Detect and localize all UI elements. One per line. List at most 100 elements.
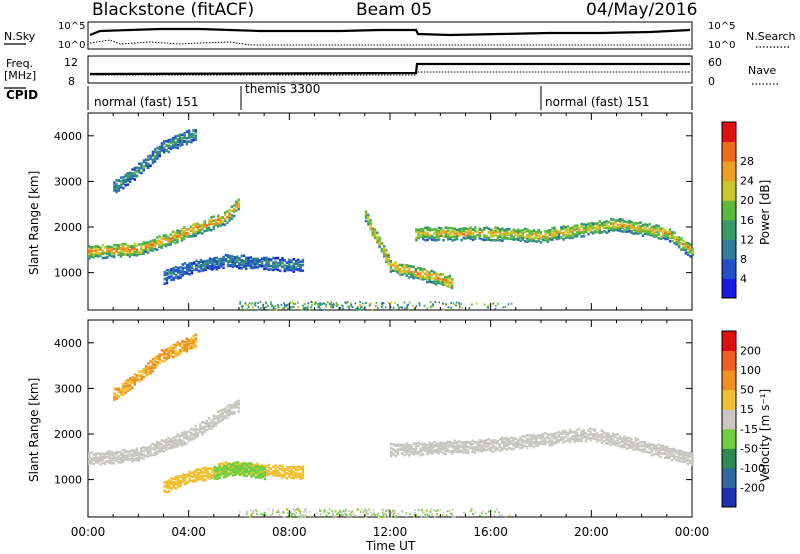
- velocity-cell: [618, 437, 622, 440]
- velocity-cell: [174, 343, 177, 347]
- velocity-cell: [614, 440, 617, 443]
- velocity-cell: [221, 418, 224, 421]
- velocity-cell: [131, 380, 134, 384]
- power-cell: [151, 243, 154, 246]
- power-cell: [517, 230, 520, 234]
- velocity-cell: [414, 442, 418, 445]
- velocity-cell: [661, 446, 665, 449]
- velocity-cell: [224, 461, 228, 464]
- power-cell: [219, 219, 222, 222]
- power-cell: [122, 186, 125, 190]
- power-cell: [126, 177, 130, 181]
- velocity-cell: [521, 441, 524, 445]
- power-cell: [160, 240, 163, 244]
- velocity-ground-cell: [290, 511, 292, 514]
- velocity-cell: [165, 484, 169, 487]
- power-cell: [194, 234, 197, 238]
- velocity-cell: [115, 452, 118, 456]
- velocity-cell: [167, 440, 170, 443]
- velocity-cell: [584, 435, 588, 438]
- velocity-cell: [641, 444, 644, 448]
- velocity-cell: [203, 425, 206, 429]
- velocity-cell: [169, 444, 172, 447]
- velocity-cell: [174, 481, 178, 484]
- velocity-ground-cell: [326, 511, 328, 514]
- velocity-cell: [575, 436, 579, 440]
- velocity-ground-cell: [271, 512, 274, 515]
- power-cell: [371, 227, 374, 230]
- power-cell: [469, 235, 472, 239]
- power-cell: [226, 259, 230, 263]
- power-cell: [435, 233, 438, 236]
- power-cell: [385, 256, 388, 260]
- velocity-cell: [131, 456, 134, 459]
- power-cell: [214, 223, 218, 227]
- power-ground-cell: [361, 302, 364, 305]
- power-cell: [487, 238, 490, 241]
- velocity-cell: [226, 408, 229, 412]
- velocity-cell: [684, 459, 687, 463]
- velocity-cell: [135, 374, 139, 377]
- velocity-cell: [228, 403, 231, 407]
- velocity-cell: [178, 342, 182, 346]
- velocity-cell: [169, 441, 172, 444]
- colorbar-segment: [722, 467, 736, 488]
- power-cell: [576, 224, 579, 227]
- power-cell: [192, 128, 195, 132]
- power-cell: [437, 235, 441, 238]
- power-cell: [163, 282, 166, 285]
- power-cell: [419, 276, 422, 280]
- power-cell: [650, 229, 654, 232]
- velocity-cell: [133, 449, 136, 452]
- power-cell: [455, 237, 459, 241]
- freq-panel: Freq. [MHz] 12 8 60 0 Nave: [4, 55, 780, 88]
- power-cell: [403, 266, 406, 270]
- power-ground-cell: [304, 303, 306, 306]
- power-cell: [551, 233, 554, 236]
- power-cell: [421, 278, 424, 281]
- velocity-ground-cell: [365, 515, 367, 518]
- power-cell: [478, 232, 481, 235]
- power-cell: [405, 270, 408, 273]
- nsky-tick-high: 10^5: [58, 21, 85, 32]
- velocity-cell: [181, 477, 184, 481]
- power-cell: [432, 280, 436, 283]
- power-cell: [662, 232, 665, 235]
- power-cell: [587, 227, 590, 230]
- velocity-cell: [476, 446, 479, 450]
- power-cell: [174, 135, 177, 138]
- velocity-cell: [285, 466, 289, 469]
- power-ground-cell: [381, 302, 384, 304]
- velocity-cell: [596, 437, 599, 440]
- power-cell: [625, 220, 629, 224]
- velocity-cell: [179, 481, 182, 484]
- colorbar-segment: [722, 122, 736, 143]
- power-cell: [373, 233, 377, 237]
- power-cell: [555, 236, 558, 239]
- power-cell: [144, 241, 147, 245]
- power-cell: [646, 228, 649, 232]
- power-cell: [419, 230, 423, 234]
- power-cell: [189, 225, 193, 229]
- power-cell: [140, 248, 143, 251]
- velocity-cell: [174, 440, 177, 444]
- power-cell: [632, 232, 635, 235]
- velocity-ground-cell: [373, 513, 376, 516]
- velocity-cell: [274, 470, 277, 473]
- power-ground-cell: [274, 308, 276, 311]
- velocity-cell: [178, 352, 182, 355]
- velocity-cell: [496, 447, 499, 450]
- power-cell: [632, 222, 635, 225]
- power-cell: [169, 146, 173, 150]
- power-cell: [189, 235, 193, 238]
- power-cell: [544, 238, 547, 242]
- power-cell: [183, 136, 186, 140]
- power-cell: [115, 190, 118, 194]
- velocity-cell: [530, 436, 533, 439]
- velocity-cell: [140, 377, 143, 380]
- velocity-cell: [171, 446, 175, 449]
- freq-label-line2: [MHz]: [4, 69, 36, 82]
- power-cell: [376, 238, 379, 242]
- power-ground-cell: [314, 302, 316, 305]
